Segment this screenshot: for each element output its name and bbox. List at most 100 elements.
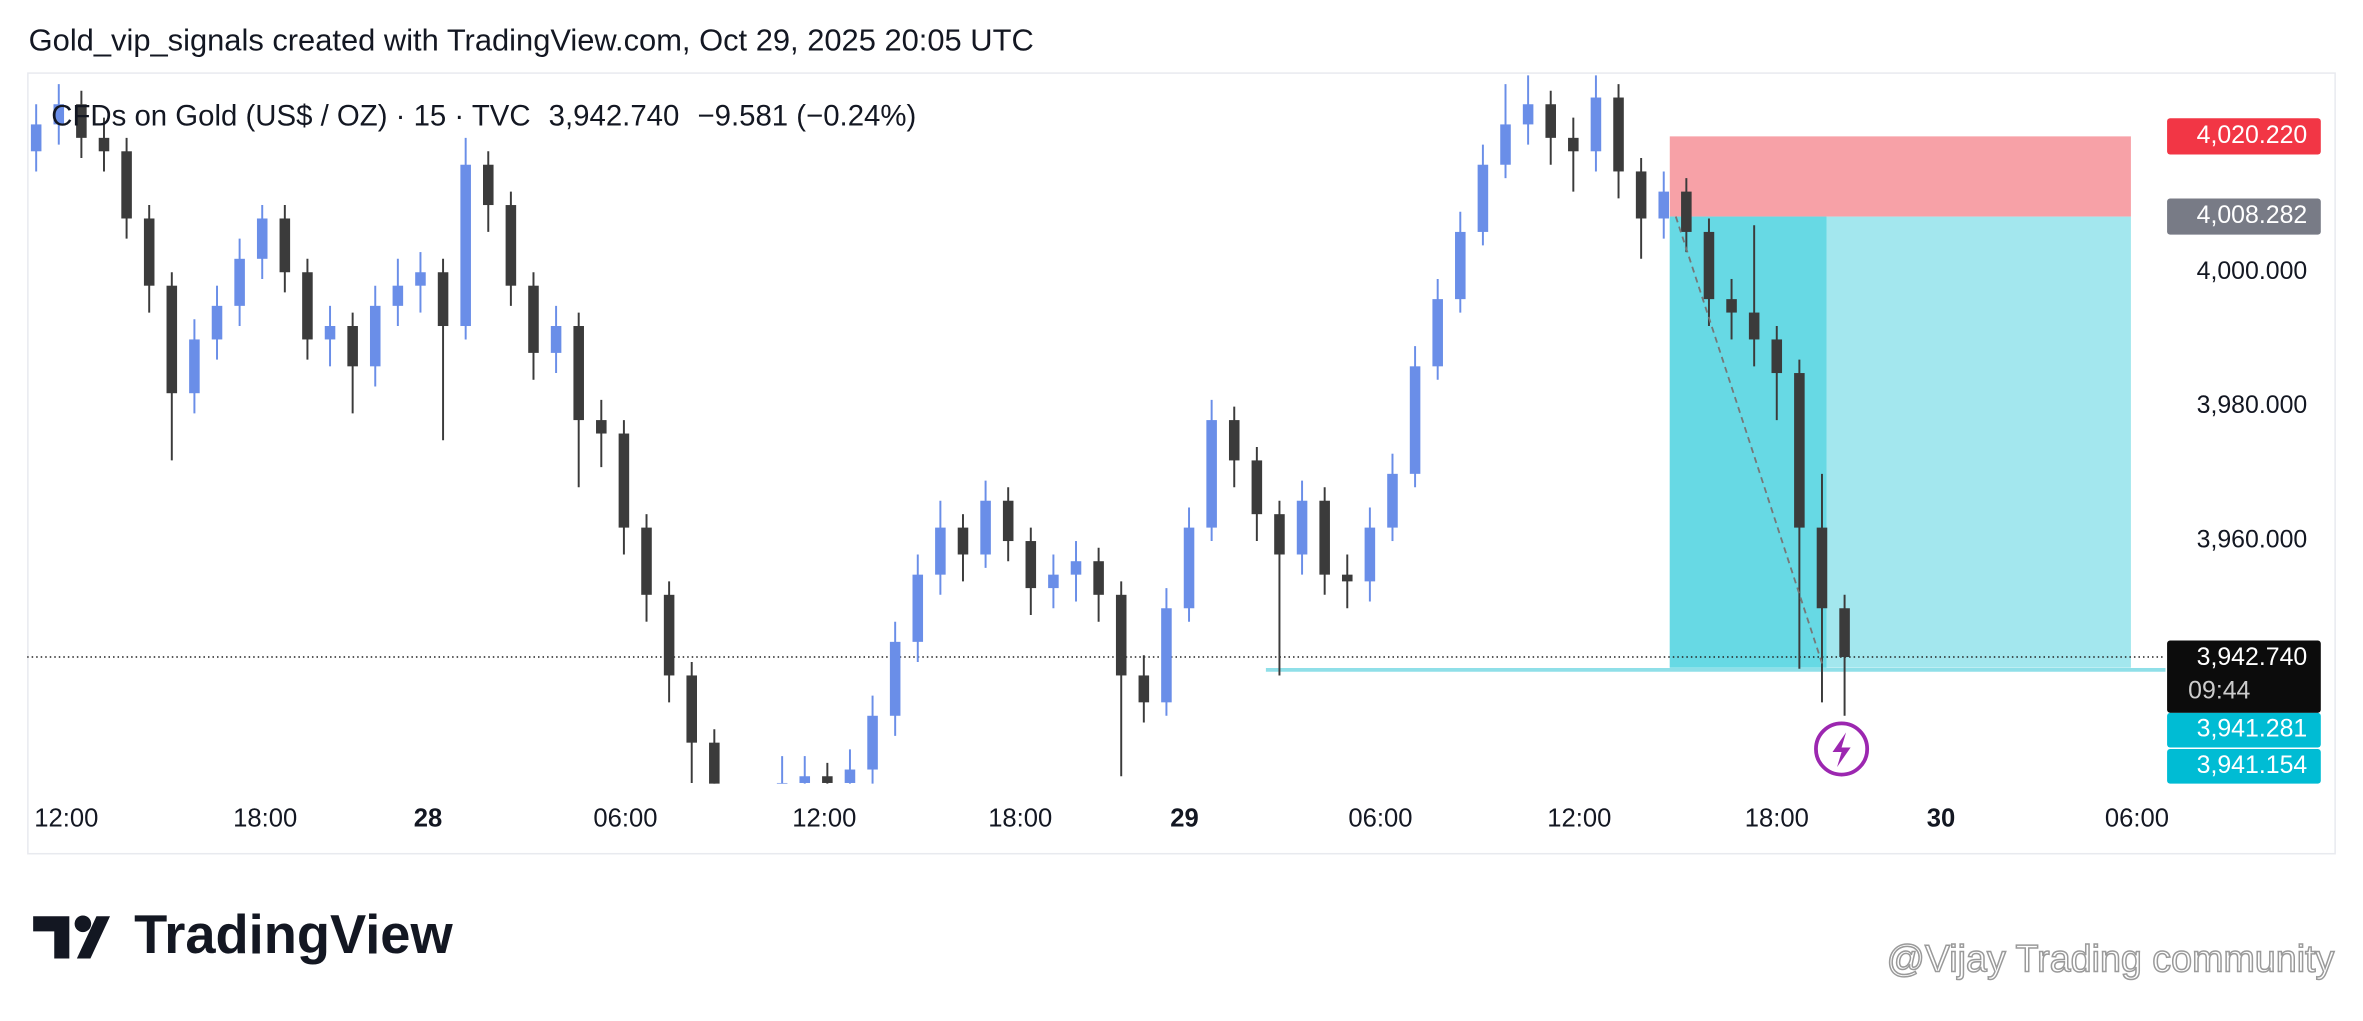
candle-body — [776, 782, 788, 784]
stop-label-bg — [2167, 118, 2321, 155]
candle-body — [347, 326, 358, 367]
candle-body — [279, 218, 291, 273]
candle-body — [1115, 594, 1127, 676]
candle-body — [369, 305, 381, 367]
candle-body — [799, 776, 811, 783]
candle-body — [53, 104, 65, 125]
candle-body — [256, 218, 268, 259]
logo-mark — [74, 915, 92, 933]
target-label: 3,941.154 — [2197, 751, 2308, 779]
x-tick-label: 30 — [1927, 805, 1956, 833]
candle-body — [663, 594, 675, 676]
candle-body — [121, 151, 132, 219]
footer-brand: TradingView — [134, 905, 453, 965]
x-tick-label: 28 — [414, 805, 443, 833]
candle-body — [483, 164, 494, 206]
candle-body — [596, 420, 607, 434]
trade-path — [1674, 216, 1825, 668]
x-tick-label: 06:00 — [2105, 805, 2169, 833]
candle-body — [415, 272, 426, 286]
candle-body — [957, 527, 969, 555]
candle-body — [1635, 171, 1647, 219]
entry-label-bg — [2167, 198, 2321, 235]
candle-body — [1455, 231, 1466, 300]
x-tick-label: 18:00 — [233, 805, 297, 833]
candle-body — [189, 339, 200, 394]
candle-body — [1183, 527, 1195, 609]
watermark: @Vijay Trading community — [1887, 937, 2335, 979]
candle-body — [1500, 124, 1511, 165]
candle-body — [505, 205, 517, 286]
legend: CFDs on Gold (US$ / OZ) · 15 · TVC 3,942.… — [51, 99, 916, 132]
candle-body — [844, 769, 856, 783]
logo-mark — [76, 916, 111, 959]
x-tick-label: 06:00 — [1348, 805, 1412, 833]
chart-frame — [27, 72, 2336, 855]
candle-body — [1002, 500, 1014, 542]
candle-body — [437, 272, 449, 327]
y-tick-label: 4,000.000 — [2197, 257, 2308, 285]
candle-body — [935, 527, 946, 575]
line-label: 3,941.281 — [2197, 715, 2308, 743]
candle-body — [1432, 299, 1443, 367]
candle-body — [460, 164, 471, 327]
candle-body — [302, 272, 313, 340]
header-title: Gold_vip_signals created with TradingVie… — [29, 22, 1034, 57]
candle-body — [324, 326, 336, 340]
candle-body — [1364, 527, 1376, 582]
candle-body — [1070, 561, 1082, 575]
x-tick-label: 06:00 — [593, 805, 657, 833]
candle-body — [211, 305, 223, 340]
candle-body — [1409, 366, 1421, 474]
candle-body — [1341, 574, 1353, 582]
stop-label: 4,020.220 — [2197, 121, 2308, 149]
legend-symbol: CFDs on Gold (US$ / OZ) · 15 · TVC — [51, 99, 530, 132]
candle-body — [1251, 460, 1263, 515]
candle-body — [1726, 299, 1737, 313]
candle-body — [1161, 608, 1172, 703]
x-tick-label: 12:00 — [1547, 805, 1611, 833]
candle-body — [822, 776, 833, 783]
plot-area — [27, 75, 2166, 784]
candle-body — [980, 500, 991, 555]
y-tick-label: 3,960.000 — [2197, 526, 2308, 554]
candle-body — [1681, 191, 1692, 232]
candle-body — [1658, 191, 1670, 219]
candle-body — [166, 285, 178, 394]
candle-body — [1206, 420, 1217, 528]
x-tick-label: 29 — [1170, 805, 1199, 833]
x-tick-label: 12:00 — [792, 805, 856, 833]
candle-body — [76, 104, 87, 138]
stop-zone — [1669, 136, 2131, 217]
candle-body — [1025, 541, 1037, 589]
candle-body — [912, 574, 924, 642]
candle-body — [1048, 574, 1059, 589]
candle-body — [234, 258, 245, 306]
line-label-bg — [2167, 712, 2321, 748]
candle-body — [1816, 527, 1828, 609]
candle-body — [1613, 97, 1624, 172]
candle-body — [1568, 137, 1579, 152]
candle-body — [573, 326, 584, 421]
candle-body — [1794, 373, 1805, 528]
candle-body — [1319, 500, 1330, 575]
legend-last: 3,942.740 — [549, 99, 680, 132]
candle-body — [1703, 231, 1715, 300]
last-price-label: 3,942.740 — [2197, 643, 2308, 671]
candle-body — [686, 675, 697, 743]
candle-body — [1274, 514, 1285, 555]
candle-body — [618, 433, 630, 528]
y-tick-label: 3,980.000 — [2197, 391, 2308, 419]
event-icon-bolt — [1832, 732, 1851, 768]
candle-body — [1522, 104, 1534, 125]
candle-body — [528, 285, 539, 353]
legend-change: −9.581 (−0.24%) — [697, 99, 916, 132]
target-label-bg — [2167, 748, 2321, 784]
tradingview-logo: TradingView — [33, 905, 453, 965]
logo-mark — [33, 916, 70, 959]
candle-body — [1590, 97, 1602, 152]
entry-label: 4,008.282 — [2197, 201, 2308, 229]
candle-body — [143, 218, 155, 286]
